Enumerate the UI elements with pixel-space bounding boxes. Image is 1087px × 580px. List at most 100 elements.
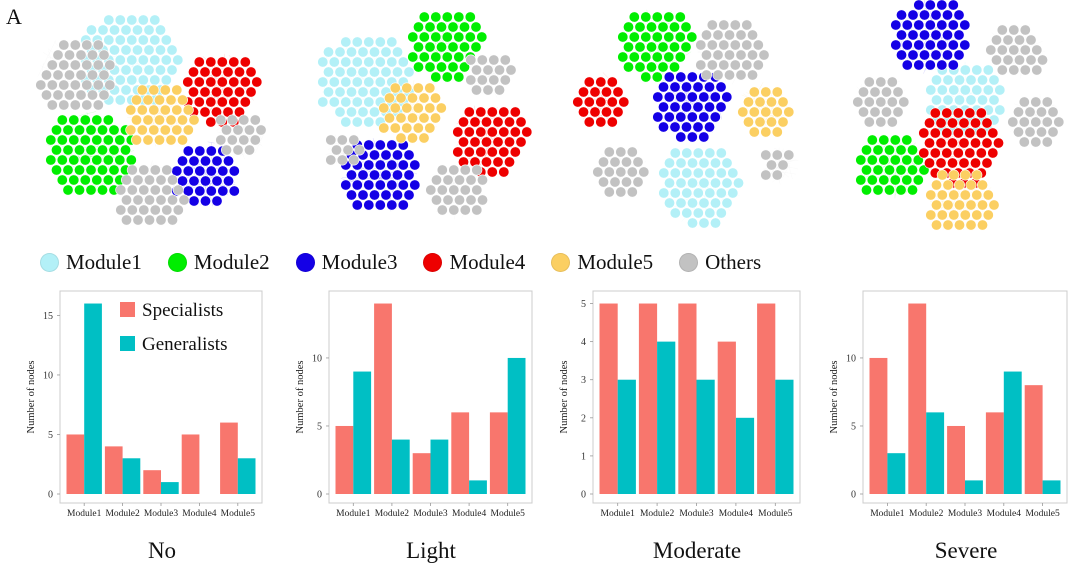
- network-node: [205, 56, 217, 68]
- network-node: [136, 84, 148, 96]
- network-node: [675, 157, 687, 169]
- network-node: [930, 29, 942, 41]
- network-node: [965, 199, 977, 211]
- network-node: [748, 126, 760, 138]
- network-node: [222, 66, 234, 78]
- network-node: [651, 31, 663, 43]
- network-node: [965, 179, 977, 191]
- network-node: [144, 214, 156, 226]
- network-node: [941, 107, 953, 119]
- network-node: [603, 186, 615, 198]
- network-node: [615, 146, 627, 158]
- network-node: [1030, 96, 1042, 108]
- network-node: [982, 209, 994, 221]
- network-node: [368, 86, 380, 98]
- y-tick-label: 3: [581, 375, 586, 386]
- network-node: [386, 56, 398, 68]
- network-node: [357, 46, 369, 58]
- network-node: [680, 101, 692, 113]
- network-node: [583, 96, 595, 108]
- network-node: [436, 164, 448, 176]
- network-node: [334, 66, 346, 78]
- network-node: [969, 117, 981, 129]
- network-node: [471, 204, 483, 216]
- network-node: [386, 179, 398, 191]
- network-node: [754, 116, 766, 128]
- network-node: [62, 164, 74, 176]
- x-tick-label: Module4: [987, 509, 1022, 519]
- network-node: [45, 154, 57, 166]
- network-node: [498, 166, 510, 178]
- network-node: [103, 14, 115, 26]
- bar-generalists-module3: [696, 379, 715, 494]
- network-node: [509, 106, 521, 118]
- network-node: [959, 189, 971, 201]
- network-node: [171, 124, 183, 136]
- network-node: [412, 122, 424, 134]
- network-node: [328, 56, 340, 68]
- network-node: [430, 51, 442, 63]
- network-node: [351, 179, 363, 191]
- network-node: [149, 34, 161, 46]
- network-node: [1008, 44, 1020, 56]
- network-node: [924, 39, 936, 51]
- network-node: [121, 174, 133, 186]
- network-node: [435, 61, 447, 73]
- network-node: [239, 96, 251, 108]
- network-node: [435, 21, 447, 33]
- network-node: [698, 91, 710, 103]
- network-node: [228, 165, 240, 177]
- network-node: [615, 166, 627, 178]
- network-node: [64, 49, 76, 61]
- network-node: [69, 79, 81, 91]
- network-node: [492, 116, 504, 128]
- network-node: [205, 116, 217, 128]
- network-node: [698, 111, 710, 123]
- x-tick-label: Module1: [870, 509, 905, 519]
- network-node: [857, 106, 869, 118]
- network-node: [245, 66, 257, 78]
- bar-specialists-module5: [220, 422, 238, 494]
- network-node: [149, 74, 161, 86]
- network-node: [721, 157, 733, 169]
- network-node: [498, 126, 510, 138]
- network-node: [718, 59, 730, 71]
- network-node: [68, 134, 80, 146]
- network-node: [875, 116, 887, 128]
- network-node: [628, 11, 640, 23]
- network-node: [160, 34, 172, 46]
- x-tick-label: Module3: [948, 509, 983, 519]
- bar-specialists-module4: [717, 341, 736, 494]
- network-node: [718, 19, 730, 31]
- network-node: [754, 96, 766, 108]
- network-node: [723, 69, 735, 81]
- network-node: [663, 51, 675, 63]
- network-node: [102, 154, 114, 166]
- network-node: [913, 0, 925, 11]
- network-edge: [952, 203, 955, 210]
- network-node: [211, 195, 223, 207]
- network-node: [97, 184, 109, 196]
- network-node: [380, 169, 392, 181]
- network-node: [669, 121, 681, 133]
- network-node: [669, 167, 681, 179]
- network-node: [583, 116, 595, 128]
- network-node: [391, 189, 403, 201]
- network-node: [971, 209, 983, 221]
- network-node: [901, 39, 913, 51]
- network-node: [102, 134, 114, 146]
- network-node: [330, 144, 342, 156]
- network-node: [860, 144, 872, 156]
- network-node: [368, 66, 380, 78]
- network-node: [597, 176, 609, 188]
- network-node: [700, 49, 712, 61]
- network-node: [632, 176, 644, 188]
- network-node: [953, 49, 965, 61]
- network-node: [890, 39, 902, 51]
- network-node: [930, 9, 942, 21]
- network-node: [626, 146, 638, 158]
- network-node: [75, 89, 87, 101]
- network-node: [374, 36, 386, 48]
- network-node: [947, 0, 959, 11]
- network-node: [1002, 34, 1014, 46]
